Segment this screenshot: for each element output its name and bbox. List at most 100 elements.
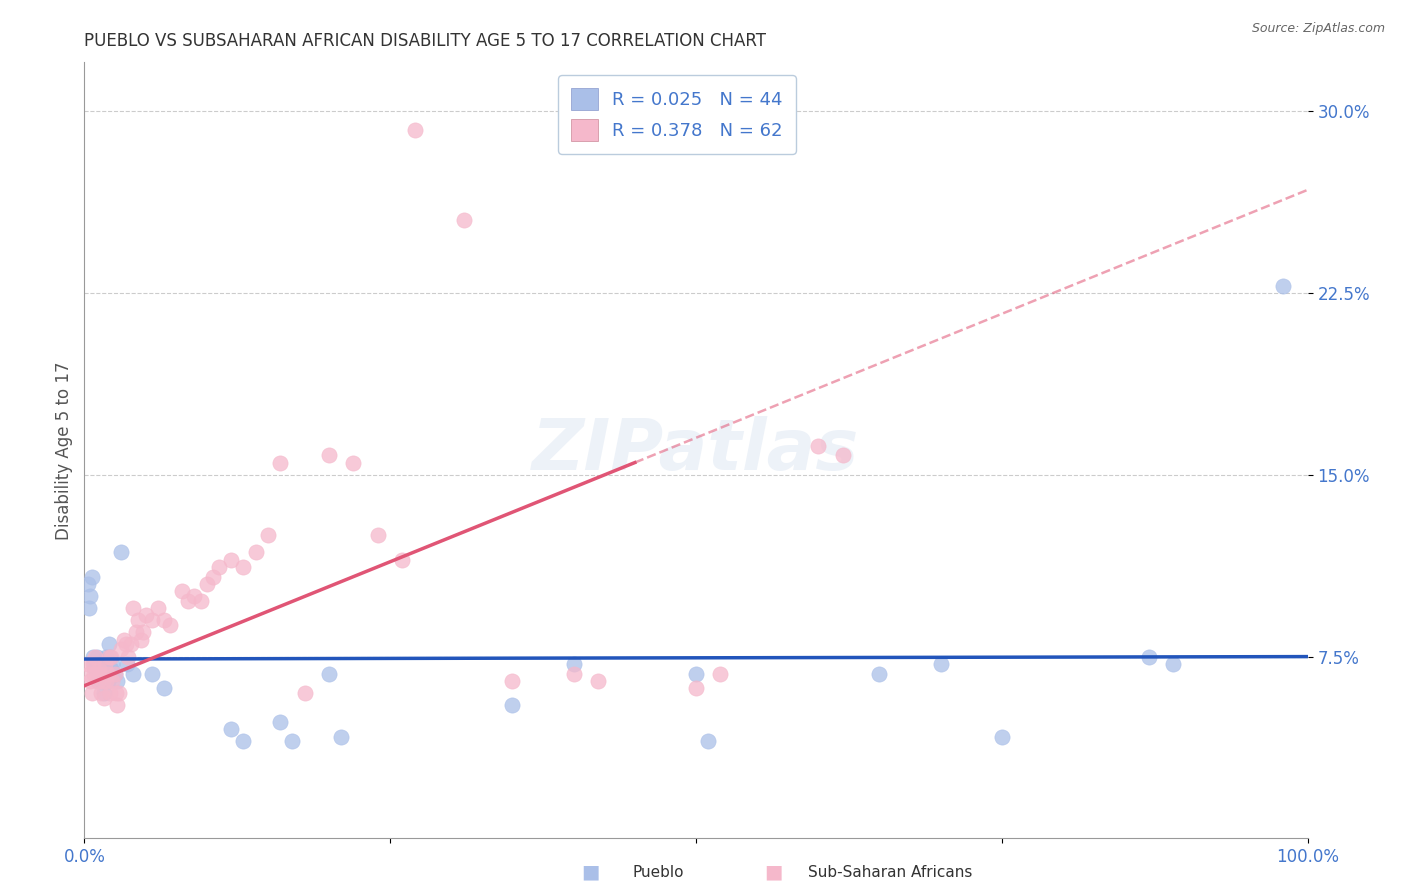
Point: [342, 456, 364, 470]
Point: [97, 649, 120, 664]
Point: [201, 569, 224, 583]
Point: [1161, 657, 1184, 671]
Point: [101, 657, 124, 671]
Point: [80, 569, 103, 583]
Y-axis label: Disability Age 5 to 17: Disability Age 5 to 17: [55, 361, 73, 540]
Point: [172, 584, 194, 599]
Point: [232, 734, 254, 748]
Point: [89, 666, 111, 681]
Point: [79, 673, 101, 688]
Point: [685, 681, 707, 695]
Point: [105, 673, 128, 688]
Point: [208, 560, 231, 574]
Point: [83, 666, 105, 681]
Point: [110, 545, 132, 559]
Point: [84, 649, 107, 664]
Point: [117, 649, 139, 664]
Point: [318, 666, 340, 681]
Point: [93, 686, 115, 700]
Point: [101, 673, 124, 688]
Point: [91, 673, 114, 688]
Point: [127, 613, 149, 627]
Point: [190, 594, 212, 608]
Point: [87, 662, 110, 676]
Point: [159, 618, 181, 632]
Point: [80, 686, 103, 700]
Point: [807, 439, 830, 453]
Text: ■: ■: [581, 863, 600, 882]
Point: [281, 734, 304, 748]
Point: [89, 666, 111, 681]
Point: [97, 637, 120, 651]
Point: [232, 560, 254, 574]
Point: [82, 657, 104, 671]
Point: [98, 649, 121, 664]
Point: [391, 552, 413, 566]
Point: [709, 666, 731, 681]
Point: [104, 666, 127, 681]
Point: [183, 589, 205, 603]
Point: [586, 673, 609, 688]
Point: [153, 613, 176, 627]
Point: [129, 632, 152, 647]
Point: [502, 698, 524, 712]
Text: ZIPatlas: ZIPatlas: [533, 416, 859, 485]
Point: [77, 577, 100, 591]
Point: [330, 730, 353, 744]
Point: [79, 589, 101, 603]
Point: [502, 673, 524, 688]
Point: [219, 723, 242, 737]
Point: [100, 662, 122, 676]
Point: [146, 601, 169, 615]
Point: [86, 666, 108, 681]
Point: [112, 632, 135, 647]
Text: ■: ■: [763, 863, 783, 882]
Point: [91, 657, 114, 671]
Point: [269, 715, 291, 730]
Text: PUEBLO VS SUBSAHARAN AFRICAN DISABILITY AGE 5 TO 17 CORRELATION CHART: PUEBLO VS SUBSAHARAN AFRICAN DISABILITY …: [84, 32, 766, 50]
Point: [120, 637, 142, 651]
Point: [132, 625, 155, 640]
Legend: R = 0.025   N = 44, R = 0.378   N = 62: R = 0.025 N = 44, R = 0.378 N = 62: [558, 75, 796, 153]
Point: [257, 528, 280, 542]
Point: [125, 625, 148, 640]
Point: [107, 686, 129, 700]
Point: [96, 649, 118, 664]
Point: [94, 657, 117, 671]
Point: [97, 673, 120, 688]
Point: [562, 657, 585, 671]
Text: Sub-Saharan Africans: Sub-Saharan Africans: [808, 865, 973, 880]
Point: [869, 666, 891, 681]
Point: [177, 594, 200, 608]
Point: [141, 666, 163, 681]
Point: [115, 637, 138, 651]
Point: [1137, 649, 1160, 664]
Point: [115, 657, 138, 671]
Point: [219, 552, 242, 566]
Point: [562, 666, 585, 681]
Point: [100, 649, 122, 664]
Point: [141, 613, 163, 627]
Point: [98, 686, 121, 700]
Point: [83, 657, 105, 671]
Point: [195, 577, 218, 591]
Point: [991, 730, 1014, 744]
Point: [77, 657, 100, 671]
Point: [105, 686, 128, 700]
Point: [90, 673, 112, 688]
Point: [87, 673, 110, 688]
Point: [453, 213, 475, 227]
Point: [86, 649, 108, 664]
Point: [318, 448, 340, 462]
Point: [96, 673, 118, 688]
Point: [122, 601, 145, 615]
Point: [153, 681, 176, 695]
Text: Pueblo: Pueblo: [633, 865, 685, 880]
Point: [77, 666, 100, 681]
Point: [294, 686, 316, 700]
Point: [929, 657, 952, 671]
Point: [87, 662, 110, 676]
Point: [87, 673, 110, 688]
Point: [367, 528, 389, 542]
Point: [82, 649, 104, 664]
